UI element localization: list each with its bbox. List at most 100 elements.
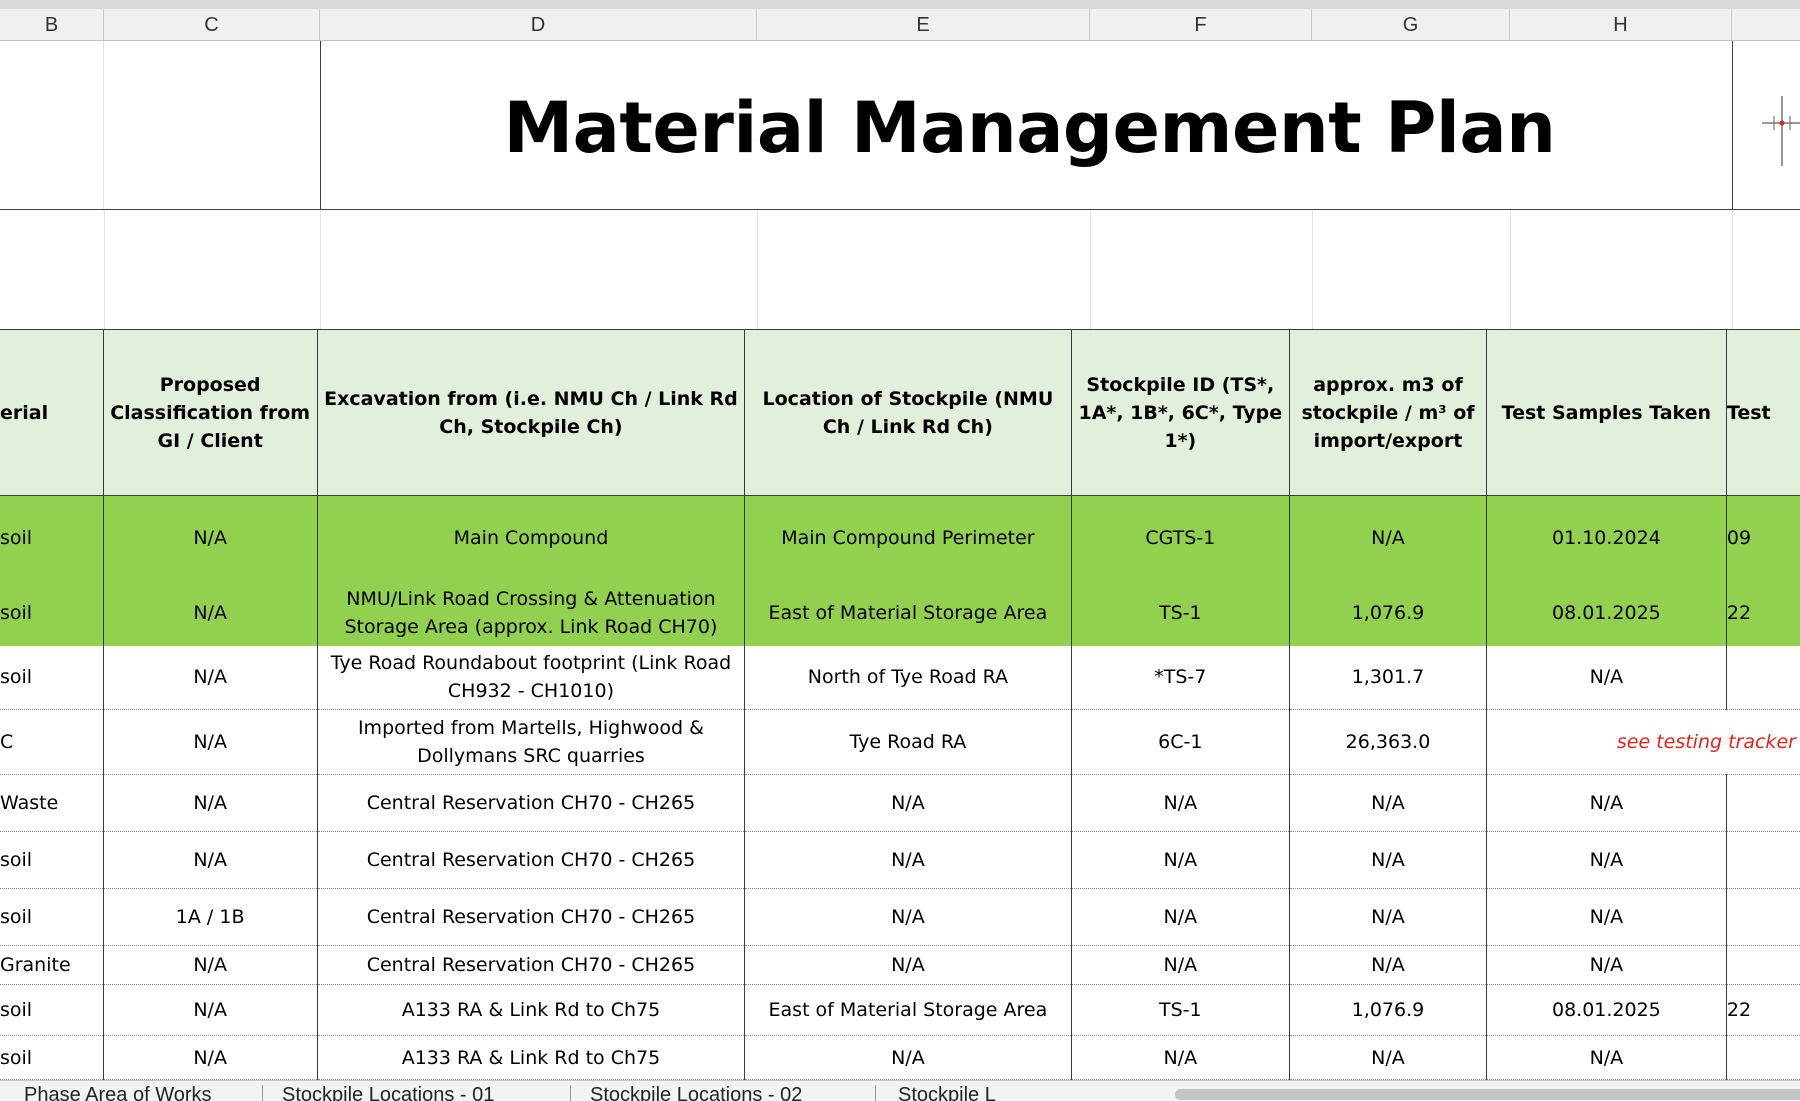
cell-stockpile-location[interactable]: East of Material Storage Area bbox=[744, 579, 1072, 646]
horizontal-scrollbar[interactable] bbox=[1175, 1089, 1800, 1100]
column-header-e[interactable]: E bbox=[757, 9, 1090, 40]
cell-volume[interactable]: 1,301.7 bbox=[1289, 645, 1487, 710]
cell-material[interactable]: soil bbox=[0, 984, 104, 1036]
cell-material[interactable]: soil bbox=[0, 831, 104, 889]
cell-classification[interactable]: N/A bbox=[103, 945, 318, 985]
sheet-tab-phase-area[interactable]: Phase Area of Works bbox=[24, 1084, 212, 1101]
cell-classification[interactable]: N/A bbox=[103, 984, 318, 1036]
header-test[interactable]: Test bbox=[1726, 329, 1800, 496]
cell-material[interactable]: soil bbox=[0, 645, 104, 710]
cell-test[interactable]: 09 bbox=[1726, 495, 1800, 580]
cell-excavation-from[interactable]: Central Reservation CH70 - CH265 bbox=[317, 831, 746, 889]
cell-classification[interactable]: N/A bbox=[103, 495, 318, 580]
cell-test-samples[interactable]: N/A bbox=[1486, 945, 1727, 985]
header-classification[interactable]: Proposed Classification from GI / Client bbox=[103, 329, 318, 496]
cell-stockpile-id[interactable]: *TS-7 bbox=[1071, 645, 1291, 710]
cell-classification[interactable]: N/A bbox=[103, 709, 318, 775]
cell-volume[interactable]: 26,363.0 bbox=[1289, 709, 1487, 775]
cell-volume[interactable]: N/A bbox=[1289, 774, 1487, 832]
cell-volume[interactable]: N/A bbox=[1289, 945, 1487, 985]
cell-classification[interactable]: N/A bbox=[103, 1035, 318, 1080]
cell-volume[interactable]: 1,076.9 bbox=[1289, 579, 1487, 646]
column-header-b[interactable]: B bbox=[0, 9, 104, 40]
cell-stockpile-id[interactable]: TS-1 bbox=[1071, 579, 1291, 646]
header-stockpile-id[interactable]: Stockpile ID (TS*, 1A*, 1B*, 6C*, Type 1… bbox=[1071, 329, 1291, 496]
column-header-g[interactable]: G bbox=[1312, 9, 1510, 40]
sheet-tab-stockpile-01[interactable]: Stockpile Locations - 01 bbox=[282, 1084, 495, 1101]
cell-test[interactable] bbox=[1726, 888, 1800, 946]
cell-excavation-from[interactable]: Imported from Martells, Highwood & Dolly… bbox=[317, 709, 746, 775]
cell-test[interactable] bbox=[1726, 645, 1800, 710]
cell-excavation-from[interactable]: Tye Road Roundabout footprint (Link Road… bbox=[317, 645, 746, 710]
header-excavation-from[interactable]: Excavation from (i.e. NMU Ch / Link Rd C… bbox=[317, 329, 746, 496]
cell-test[interactable] bbox=[1726, 774, 1800, 832]
cell-test-samples[interactable]: N/A bbox=[1486, 774, 1727, 832]
cell-stockpile-id[interactable]: N/A bbox=[1071, 774, 1291, 832]
cell-excavation-from[interactable]: A133 RA & Link Rd to Ch75 bbox=[317, 984, 746, 1036]
cell-test[interactable] bbox=[1726, 831, 1800, 889]
cell-excavation-from[interactable]: Central Reservation CH70 - CH265 bbox=[317, 888, 746, 946]
column-header-i[interactable] bbox=[1732, 9, 1800, 40]
column-header-c[interactable]: C bbox=[104, 9, 320, 40]
cell-test[interactable]: 22 bbox=[1726, 579, 1800, 646]
cell-test-samples[interactable]: 01.10.2024 bbox=[1486, 495, 1727, 580]
cell-test-samples[interactable]: N/A bbox=[1486, 1035, 1727, 1080]
cell-stockpile-id[interactable]: 6C-1 bbox=[1071, 709, 1291, 775]
cell-stockpile-location[interactable]: N/A bbox=[744, 945, 1072, 985]
cell-stockpile-id[interactable]: TS-1 bbox=[1071, 984, 1291, 1036]
cell-test-samples[interactable]: N/A bbox=[1486, 645, 1727, 710]
cell-test-samples[interactable]: 08.01.2025 bbox=[1486, 579, 1727, 646]
column-header-f[interactable]: F bbox=[1090, 9, 1312, 40]
cell-stockpile-location[interactable]: N/A bbox=[744, 831, 1072, 889]
cell-classification[interactable]: 1A / 1B bbox=[103, 888, 318, 946]
cell-stockpile-location[interactable]: Main Compound Perimeter bbox=[744, 495, 1072, 580]
cell-stockpile-id[interactable]: CGTS-1 bbox=[1071, 495, 1291, 580]
cell-stockpile-id[interactable]: N/A bbox=[1071, 888, 1291, 946]
cell-volume[interactable]: N/A bbox=[1289, 1035, 1487, 1080]
cell-excavation-from[interactable]: NMU/Link Road Crossing & Attenuation Sto… bbox=[317, 579, 746, 646]
cell-volume[interactable]: N/A bbox=[1289, 495, 1487, 580]
column-header-h[interactable]: H bbox=[1510, 9, 1732, 40]
sheet-tab-stockpile-02[interactable]: Stockpile Locations - 02 bbox=[590, 1084, 803, 1101]
cell-excavation-from[interactable]: A133 RA & Link Rd to Ch75 bbox=[317, 1035, 746, 1080]
cell-material[interactable]: soil bbox=[0, 579, 104, 646]
header-test-samples[interactable]: Test Samples Taken bbox=[1486, 329, 1727, 496]
cell-test[interactable] bbox=[1726, 1035, 1800, 1080]
title-cell[interactable]: Material Management Plan bbox=[320, 41, 1733, 209]
cell-classification[interactable]: N/A bbox=[103, 579, 318, 646]
cell-volume[interactable]: N/A bbox=[1289, 888, 1487, 946]
cell-material[interactable]: C bbox=[0, 709, 104, 775]
cell-stockpile-location[interactable]: North of Tye Road RA bbox=[744, 645, 1072, 710]
cell-stockpile-id[interactable]: N/A bbox=[1071, 945, 1291, 985]
cell-classification[interactable]: N/A bbox=[103, 645, 318, 710]
sheet-tab-stockpile-l[interactable]: Stockpile L bbox=[898, 1084, 996, 1101]
worksheet-grid[interactable]: Material Management Plan erial Proposed … bbox=[0, 41, 1800, 1080]
cell-stockpile-location[interactable]: N/A bbox=[744, 888, 1072, 946]
cell-excavation-from[interactable]: Central Reservation CH70 - CH265 bbox=[317, 945, 746, 985]
testing-tracker-note[interactable]: see testing tracker bbox=[1486, 709, 1800, 775]
cell-stockpile-location[interactable]: Tye Road RA bbox=[744, 709, 1072, 775]
cell-excavation-from[interactable]: Central Reservation CH70 - CH265 bbox=[317, 774, 746, 832]
cell-excavation-from[interactable]: Main Compound bbox=[317, 495, 746, 580]
cell-volume[interactable]: 1,076.9 bbox=[1289, 984, 1487, 1036]
cell-stockpile-id[interactable]: N/A bbox=[1071, 831, 1291, 889]
cell-material[interactable]: soil bbox=[0, 1035, 104, 1080]
header-volume[interactable]: approx. m3 of stockpile / m³ of import/e… bbox=[1289, 329, 1487, 496]
header-material[interactable]: erial bbox=[0, 329, 104, 496]
cell-stockpile-location[interactable]: East of Material Storage Area bbox=[744, 984, 1072, 1036]
column-header-d[interactable]: D bbox=[320, 9, 757, 40]
cell-material[interactable]: Waste bbox=[0, 774, 104, 832]
cell-material[interactable]: soil bbox=[0, 888, 104, 946]
cell-volume[interactable]: N/A bbox=[1289, 831, 1487, 889]
cell-classification[interactable]: N/A bbox=[103, 831, 318, 889]
cell-stockpile-id[interactable]: N/A bbox=[1071, 1035, 1291, 1080]
cell-classification[interactable]: N/A bbox=[103, 774, 318, 832]
cell-test[interactable]: 22 bbox=[1726, 984, 1800, 1036]
cell-test[interactable] bbox=[1726, 945, 1800, 985]
cell-stockpile-location[interactable]: N/A bbox=[744, 1035, 1072, 1080]
cell-material[interactable]: Granite bbox=[0, 945, 104, 985]
cell-test-samples[interactable]: 08.01.2025 bbox=[1486, 984, 1727, 1036]
cell-material[interactable]: soil bbox=[0, 495, 104, 580]
cell-test-samples[interactable]: N/A bbox=[1486, 888, 1727, 946]
cell-test-samples[interactable]: N/A bbox=[1486, 831, 1727, 889]
